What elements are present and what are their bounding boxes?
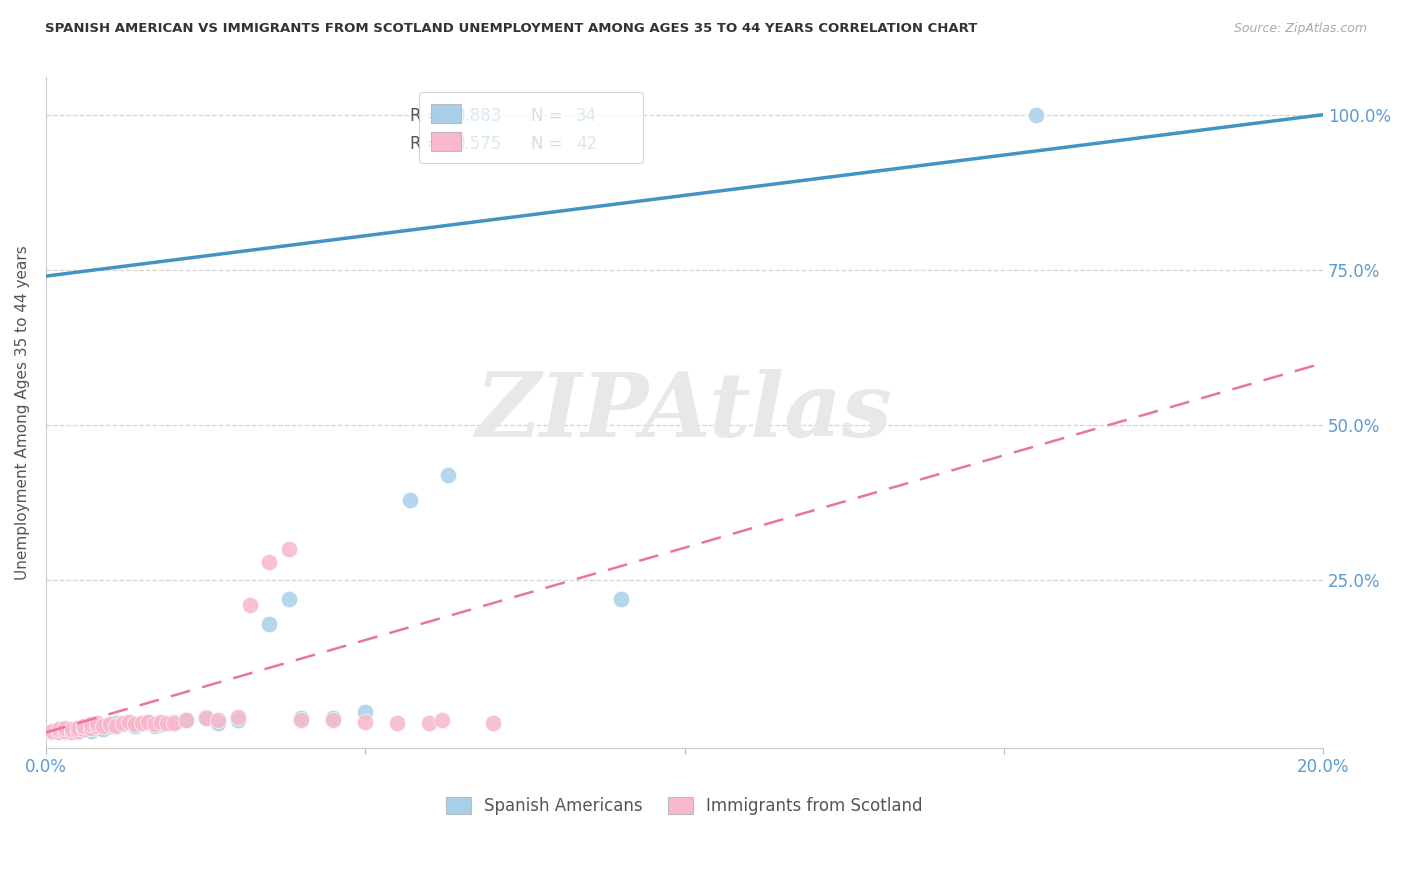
Point [437, 467, 460, 482]
Point [124, 717, 146, 731]
Point [86, 716, 108, 731]
Point [131, 716, 153, 731]
Point [226, 710, 249, 724]
Point [322, 711, 344, 725]
Point [73, 723, 96, 737]
Point [163, 716, 186, 731]
Text: 42: 42 [576, 136, 598, 153]
Text: SPANISH AMERICAN VS IMMIGRANTS FROM SCOTLAND UNEMPLOYMENT AMONG AGES 35 TO 44 YE: SPANISH AMERICAN VS IMMIGRANTS FROM SCOT… [45, 22, 977, 36]
Point [354, 714, 377, 729]
Point [418, 716, 440, 731]
Point [111, 716, 134, 731]
Point [609, 591, 631, 606]
Point [124, 719, 146, 733]
Text: N =: N = [531, 107, 568, 125]
Point [48, 723, 70, 738]
Point [430, 713, 453, 727]
Point [136, 714, 159, 729]
Point [79, 721, 101, 735]
Point [60, 723, 83, 738]
Point [93, 723, 115, 737]
Point [53, 723, 76, 737]
Point [1025, 108, 1047, 122]
Point [66, 721, 89, 735]
Point [131, 716, 153, 731]
Point [66, 721, 89, 735]
Point [98, 719, 121, 733]
Point [111, 717, 134, 731]
Point [354, 705, 377, 719]
Point [66, 725, 89, 739]
Y-axis label: Unemployment Among Ages 35 to 44 years: Unemployment Among Ages 35 to 44 years [15, 245, 30, 580]
Text: 0.883: 0.883 [454, 107, 502, 125]
Point [143, 717, 166, 731]
Point [207, 716, 229, 731]
Point [156, 716, 179, 731]
Point [53, 723, 76, 738]
Point [105, 716, 128, 731]
Point [176, 713, 198, 727]
Point [41, 725, 63, 739]
Text: N =: N = [531, 136, 568, 153]
Point [259, 616, 281, 631]
Point [66, 723, 89, 738]
Text: 0.575: 0.575 [454, 136, 502, 153]
Point [53, 725, 76, 739]
Point [290, 711, 312, 725]
Point [136, 714, 159, 729]
Point [259, 555, 281, 569]
Point [143, 719, 166, 733]
Legend: Spanish Americans, Immigrants from Scotland: Spanish Americans, Immigrants from Scotl… [440, 790, 929, 822]
Point [239, 598, 262, 612]
Point [194, 711, 217, 725]
Point [207, 713, 229, 727]
Point [163, 714, 186, 729]
Point [290, 713, 312, 727]
Point [482, 716, 505, 731]
Point [105, 719, 128, 733]
Text: 34: 34 [576, 107, 598, 125]
Point [118, 716, 141, 731]
Point [79, 717, 101, 731]
Point [98, 717, 121, 731]
Text: R =: R = [411, 107, 446, 125]
Point [277, 542, 299, 557]
Point [118, 714, 141, 729]
Point [385, 716, 408, 731]
Point [53, 721, 76, 735]
Point [60, 723, 83, 737]
Point [41, 723, 63, 738]
Text: ZIPAtlas: ZIPAtlas [477, 369, 893, 456]
Point [277, 591, 299, 606]
Text: Source: ZipAtlas.com: Source: ZipAtlas.com [1233, 22, 1367, 36]
Point [73, 719, 96, 733]
Point [48, 725, 70, 739]
Point [149, 717, 172, 731]
Point [149, 714, 172, 729]
Point [86, 719, 108, 733]
Point [86, 721, 108, 735]
Point [48, 723, 70, 737]
Point [41, 725, 63, 739]
Point [93, 719, 115, 733]
Point [399, 492, 422, 507]
Point [194, 710, 217, 724]
Text: R =: R = [411, 136, 446, 153]
Point [226, 713, 249, 727]
Point [60, 725, 83, 739]
Point [79, 723, 101, 738]
Point [73, 723, 96, 737]
Point [322, 713, 344, 727]
Point [176, 713, 198, 727]
